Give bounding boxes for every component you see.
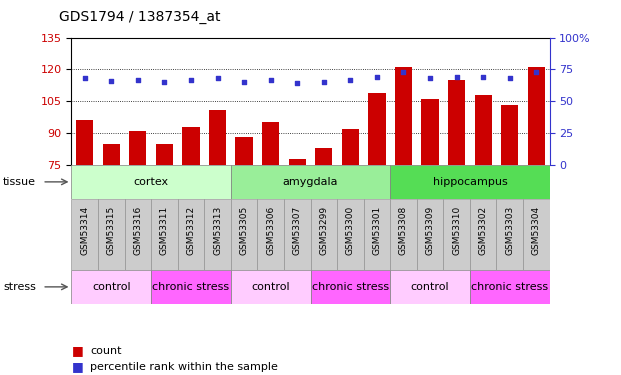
Point bbox=[319, 79, 329, 85]
Bar bbox=[470, 270, 550, 304]
Bar bbox=[443, 199, 470, 270]
Bar bbox=[501, 105, 519, 165]
Bar bbox=[129, 131, 147, 165]
Point bbox=[160, 79, 170, 85]
Bar bbox=[102, 144, 120, 165]
Bar bbox=[470, 199, 496, 270]
Bar bbox=[448, 80, 465, 165]
Bar bbox=[390, 270, 470, 304]
Text: GSM53306: GSM53306 bbox=[266, 206, 275, 255]
Bar bbox=[310, 270, 390, 304]
Text: GSM53315: GSM53315 bbox=[107, 206, 116, 255]
Bar bbox=[310, 199, 337, 270]
Bar bbox=[417, 199, 443, 270]
Bar bbox=[71, 270, 151, 304]
Bar bbox=[231, 165, 390, 199]
Text: count: count bbox=[90, 346, 122, 355]
Bar bbox=[315, 148, 332, 165]
Text: GSM53300: GSM53300 bbox=[346, 206, 355, 255]
Text: cortex: cortex bbox=[134, 177, 169, 187]
Point bbox=[239, 79, 249, 85]
Point bbox=[425, 75, 435, 81]
Text: GSM53312: GSM53312 bbox=[186, 206, 196, 255]
Bar bbox=[390, 165, 550, 199]
Text: tissue: tissue bbox=[3, 177, 36, 187]
Point bbox=[212, 75, 222, 81]
Text: chronic stress: chronic stress bbox=[312, 282, 389, 292]
Text: GSM53304: GSM53304 bbox=[532, 206, 541, 255]
Bar bbox=[178, 199, 204, 270]
Bar bbox=[364, 199, 390, 270]
Bar bbox=[151, 270, 231, 304]
Bar bbox=[422, 99, 438, 165]
Text: GSM53311: GSM53311 bbox=[160, 206, 169, 255]
Point bbox=[345, 76, 355, 82]
Text: stress: stress bbox=[3, 282, 36, 292]
Text: GSM53308: GSM53308 bbox=[399, 206, 408, 255]
Point bbox=[399, 69, 409, 75]
Bar bbox=[523, 199, 550, 270]
Text: GSM53316: GSM53316 bbox=[134, 206, 142, 255]
Point bbox=[106, 78, 116, 84]
Text: GSM53305: GSM53305 bbox=[240, 206, 248, 255]
Bar bbox=[71, 165, 231, 199]
Bar bbox=[151, 199, 178, 270]
Text: GSM53314: GSM53314 bbox=[80, 206, 89, 255]
Bar bbox=[231, 270, 310, 304]
Bar bbox=[257, 199, 284, 270]
Text: GSM53303: GSM53303 bbox=[505, 206, 514, 255]
Point bbox=[372, 74, 382, 80]
Text: ■: ■ bbox=[71, 360, 83, 373]
Bar bbox=[209, 110, 226, 165]
Bar bbox=[474, 95, 492, 165]
Bar bbox=[98, 199, 125, 270]
Text: percentile rank within the sample: percentile rank within the sample bbox=[90, 362, 278, 372]
Text: control: control bbox=[410, 282, 450, 292]
Bar bbox=[528, 67, 545, 165]
Bar bbox=[496, 199, 523, 270]
Bar bbox=[231, 199, 257, 270]
Bar bbox=[368, 93, 386, 165]
Bar bbox=[183, 127, 199, 165]
Bar bbox=[284, 199, 310, 270]
Bar bbox=[390, 199, 417, 270]
Text: chronic stress: chronic stress bbox=[152, 282, 230, 292]
Point bbox=[266, 76, 276, 82]
Text: GSM53302: GSM53302 bbox=[479, 206, 487, 255]
Text: hippocampus: hippocampus bbox=[432, 177, 507, 187]
Text: GSM53299: GSM53299 bbox=[319, 206, 329, 255]
Point bbox=[186, 76, 196, 82]
Point bbox=[478, 74, 488, 80]
Bar bbox=[156, 144, 173, 165]
Point bbox=[532, 69, 542, 75]
Bar bbox=[337, 199, 364, 270]
Text: GSM53301: GSM53301 bbox=[373, 206, 381, 255]
Bar bbox=[204, 199, 231, 270]
Bar bbox=[395, 67, 412, 165]
Point bbox=[292, 80, 302, 86]
Text: GSM53307: GSM53307 bbox=[292, 206, 302, 255]
Point bbox=[451, 74, 461, 80]
Bar bbox=[262, 123, 279, 165]
Bar bbox=[71, 199, 98, 270]
Bar bbox=[76, 120, 93, 165]
Text: ■: ■ bbox=[71, 344, 83, 357]
Bar bbox=[235, 137, 253, 165]
Point bbox=[79, 75, 89, 81]
Point bbox=[133, 76, 143, 82]
Text: amygdala: amygdala bbox=[283, 177, 338, 187]
Bar bbox=[342, 129, 359, 165]
Text: GSM53309: GSM53309 bbox=[425, 206, 435, 255]
Point bbox=[505, 75, 515, 81]
Bar bbox=[289, 159, 306, 165]
Bar bbox=[125, 199, 151, 270]
Text: GSM53313: GSM53313 bbox=[213, 206, 222, 255]
Text: control: control bbox=[92, 282, 130, 292]
Text: chronic stress: chronic stress bbox=[471, 282, 548, 292]
Text: GSM53310: GSM53310 bbox=[452, 206, 461, 255]
Text: control: control bbox=[252, 282, 290, 292]
Text: GDS1794 / 1387354_at: GDS1794 / 1387354_at bbox=[59, 10, 220, 24]
